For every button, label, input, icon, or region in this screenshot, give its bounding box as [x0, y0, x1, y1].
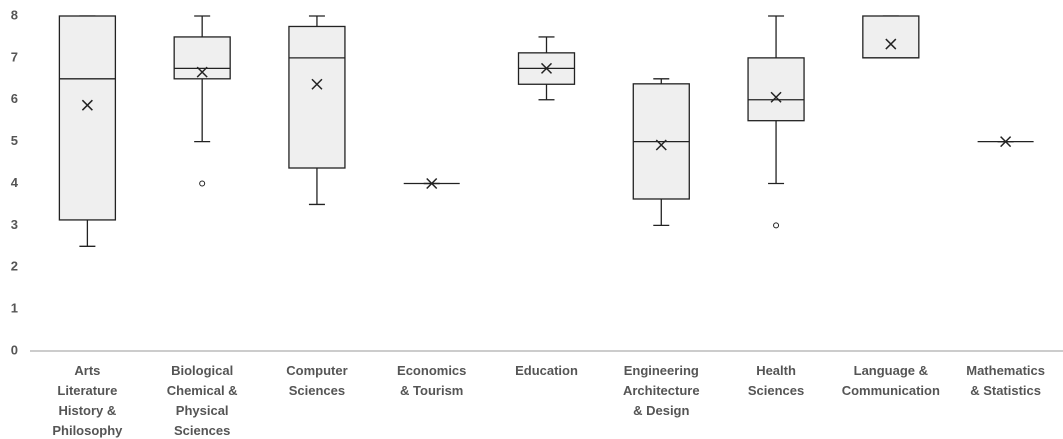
box — [747, 57, 805, 122]
y-tick-label: 6 — [11, 91, 18, 106]
mean-marker — [1000, 136, 1012, 148]
mean-marker — [655, 139, 667, 151]
y-tick-label: 8 — [11, 7, 18, 22]
x-tick-label: Language & Communication — [842, 363, 940, 398]
mean-marker — [426, 177, 438, 190]
y-tick-label: 5 — [11, 133, 18, 148]
y-tick-label: 4 — [11, 175, 19, 190]
y-tick-label: 0 — [11, 342, 18, 357]
mean-marker — [196, 66, 208, 78]
mean-marker — [311, 78, 323, 90]
mean-marker — [540, 62, 553, 74]
x-tick-label: Economics & Tourism — [397, 363, 466, 398]
mean-marker — [770, 91, 782, 103]
x-tick-label: Computer Sciences — [286, 363, 347, 398]
x-tick-label: Arts Literature History & Philosophy — [52, 363, 123, 438]
x-tick-label: Health Sciences — [748, 363, 804, 398]
x-tick-label: Mathematics & Statistics — [966, 363, 1045, 398]
y-tick-label: 1 — [11, 301, 18, 316]
y-tick-label: 7 — [11, 49, 18, 64]
x-tick-label: Education — [515, 363, 578, 378]
outlier — [199, 180, 206, 187]
mean-marker — [81, 99, 93, 111]
box — [862, 15, 920, 59]
box — [288, 25, 346, 169]
box — [58, 15, 117, 221]
y-tick-label: 3 — [11, 217, 18, 232]
y-tick-label: 2 — [11, 259, 18, 274]
mean-marker — [885, 38, 897, 50]
x-tick-label: Biological Chemical & Physical Sciences — [167, 363, 238, 438]
x-tick-label: Engineering Architecture & Design — [623, 363, 700, 418]
outlier — [773, 222, 780, 229]
